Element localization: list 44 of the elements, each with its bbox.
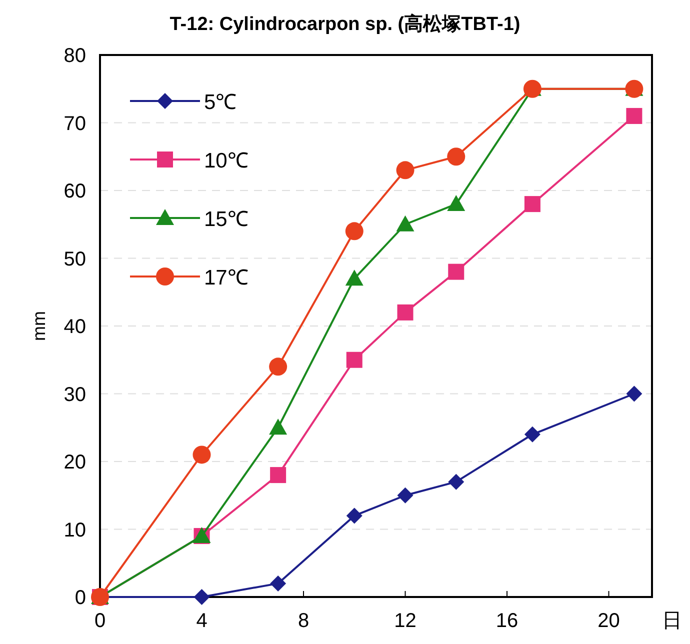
- y-tick-label: 50: [64, 248, 86, 270]
- x-tick-label: 20: [598, 610, 620, 632]
- point: [346, 508, 362, 524]
- point: [270, 575, 286, 592]
- point: [269, 418, 288, 435]
- legend-label: 17℃: [204, 266, 248, 290]
- point: [397, 487, 414, 504]
- legend-label: 5℃: [204, 91, 237, 114]
- point: [397, 304, 414, 320]
- point: [345, 222, 364, 240]
- legend-label: 10℃: [204, 150, 248, 172]
- y-tick-label: 40: [64, 316, 86, 338]
- x-tick-label: 4: [196, 610, 208, 632]
- point: [448, 264, 464, 280]
- point: [270, 467, 286, 484]
- chart-title: T-12: Cylindrocarpon sp. (高松塚TBT-1): [170, 13, 520, 35]
- y-tick-label: 20: [64, 452, 86, 474]
- point: [396, 215, 414, 232]
- point: [626, 108, 642, 124]
- point: [447, 148, 466, 166]
- y-tick-label: 10: [64, 519, 86, 542]
- point: [447, 195, 466, 212]
- y-tick-label: 30: [64, 384, 86, 406]
- point: [346, 352, 362, 368]
- x-tick-label: 0: [94, 610, 106, 632]
- y-tick-label: 70: [64, 112, 86, 135]
- x-axis-title: 日: [662, 610, 682, 632]
- point: [269, 358, 288, 376]
- point: [345, 270, 364, 286]
- y-tick-label: 60: [64, 180, 86, 202]
- point: [524, 196, 540, 212]
- point: [396, 161, 414, 180]
- y-axis-title: mm: [29, 311, 49, 341]
- point: [524, 426, 540, 442]
- legend-label: 15℃: [204, 208, 248, 231]
- y-tick-label: 80: [64, 45, 86, 67]
- x-tick-label: 16: [496, 610, 518, 632]
- point: [626, 386, 642, 402]
- point: [448, 474, 464, 490]
- point: [192, 446, 211, 464]
- x-tick-label: 8: [298, 610, 310, 632]
- point: [194, 589, 210, 605]
- x-tick-label: 12: [394, 610, 416, 632]
- y-tick-label: 0: [74, 587, 86, 609]
